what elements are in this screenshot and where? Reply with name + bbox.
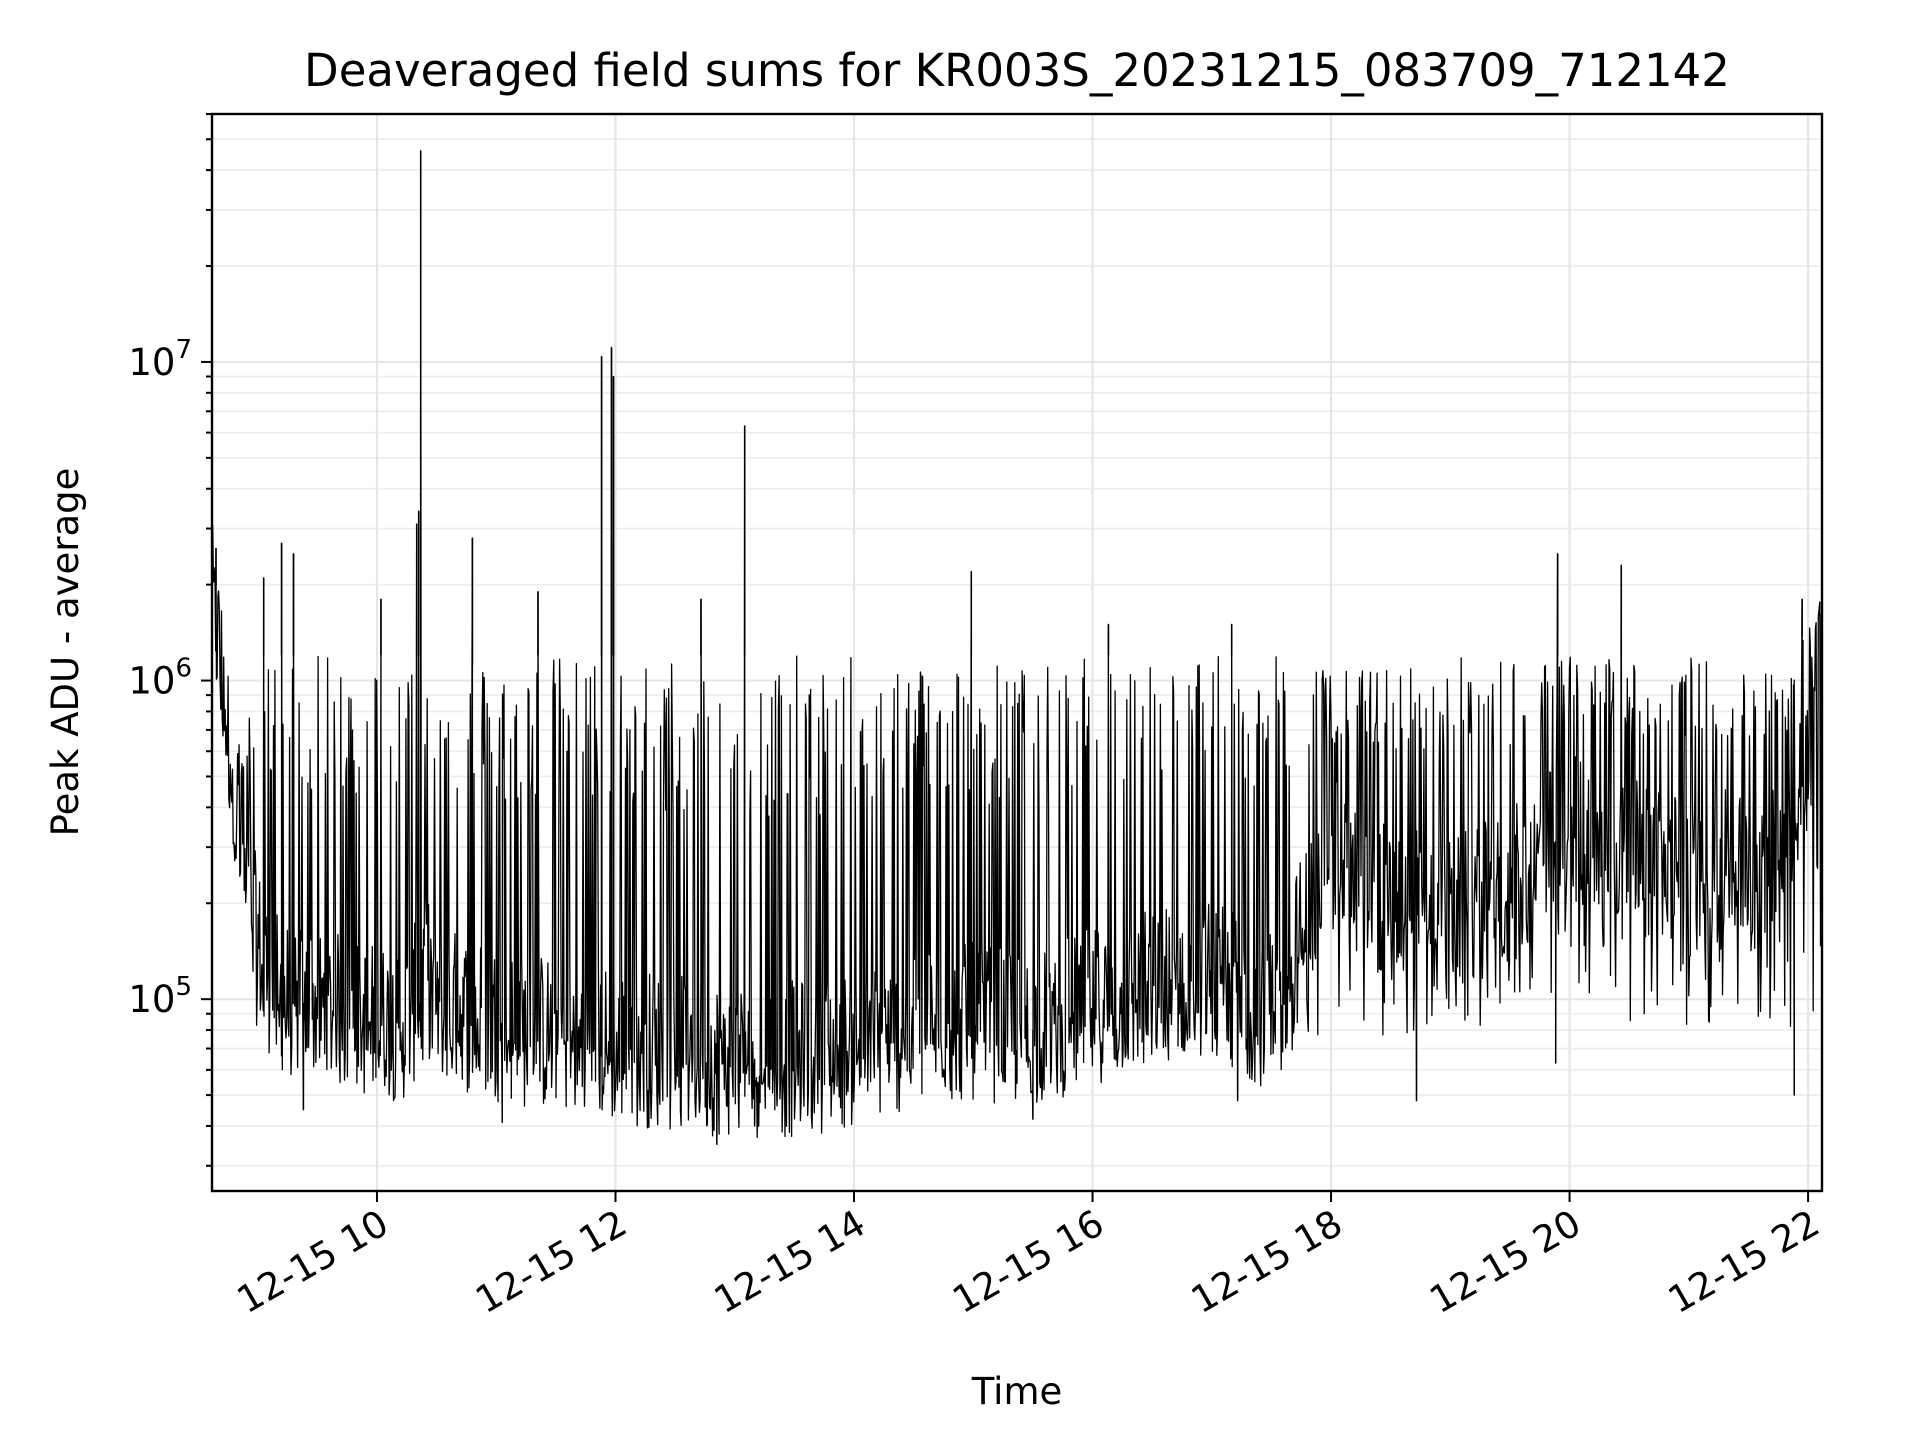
y-tick-label: 105: [128, 972, 192, 1021]
x-axis-label: Time: [971, 1370, 1063, 1413]
chart-title: Deaveraged field sums for KR003S_2023121…: [304, 44, 1730, 97]
y-tick-label: 106: [128, 654, 192, 703]
data-series: [211, 150, 1823, 1146]
plot-frame: [210, 112, 1824, 1193]
y-axis-label: Peak ADU - average: [44, 468, 87, 837]
y-tick-label: 107: [128, 335, 192, 384]
series-line: [211, 150, 1823, 1146]
